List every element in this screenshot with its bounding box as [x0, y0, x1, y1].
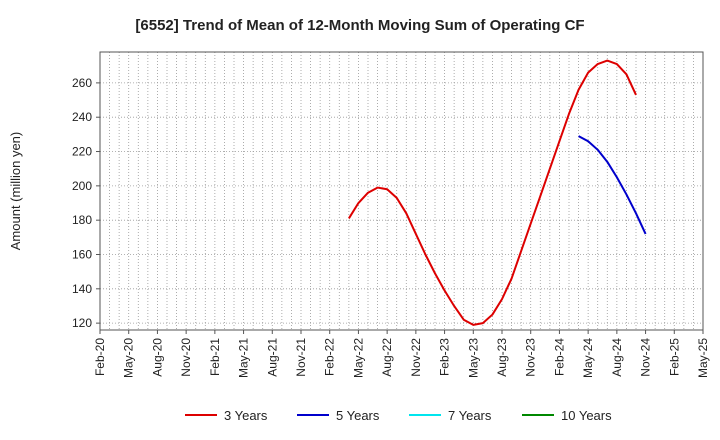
legend-label-3-years: 3 Years [224, 408, 268, 423]
chart-title: [6552] Trend of Mean of 12-Month Moving … [135, 17, 584, 34]
x-tick-label: Aug-24 [610, 338, 624, 377]
x-tick-label: Nov-21 [294, 338, 308, 377]
gridlines [100, 52, 703, 330]
y-axis-label: Amount (million yen) [8, 132, 23, 251]
legend: 3 Years 5 Years 7 Years 10 Years [185, 408, 612, 423]
x-tick-label: Feb-25 [667, 338, 681, 376]
x-tick-label: Aug-21 [265, 338, 279, 377]
y-tick-label: 200 [72, 179, 92, 193]
x-tick-label: Feb-23 [438, 338, 452, 376]
x-tick-label: Aug-20 [150, 338, 164, 377]
x-tick-label: May-23 [466, 338, 480, 378]
y-axis-ticks: 120 140 160 180 200 220 240 260 [72, 76, 100, 330]
y-tick-label: 240 [72, 110, 92, 124]
y-tick-label: 120 [72, 316, 92, 330]
x-tick-label: Feb-20 [93, 338, 107, 376]
x-tick-label: Feb-22 [323, 338, 337, 376]
x-axis-ticks: Feb-20 May-20 Aug-20 Nov-20 Feb-21 May-21 Aug-… [93, 330, 710, 378]
y-tick-label: 180 [72, 213, 92, 227]
y-tick-label: 260 [72, 76, 92, 90]
series-lines [348, 59, 647, 326]
y-tick-label: 220 [72, 145, 92, 159]
x-tick-label: May-22 [351, 338, 365, 378]
x-tick-label: Nov-22 [409, 338, 423, 377]
x-tick-label: Nov-23 [524, 338, 538, 377]
x-tick-label: May-25 [696, 338, 710, 378]
x-tick-label: Aug-23 [495, 338, 509, 377]
x-tick-label: Aug-22 [380, 338, 394, 377]
x-tick-label: May-21 [237, 338, 251, 378]
x-tick-label: Nov-24 [639, 338, 653, 377]
x-tick-label: May-24 [581, 338, 595, 378]
legend-label-10-years: 10 Years [561, 408, 612, 423]
x-tick-label: Feb-21 [208, 338, 222, 376]
y-tick-label: 140 [72, 282, 92, 296]
legend-label-5-years: 5 Years [336, 408, 380, 423]
y-tick-label: 160 [72, 247, 92, 261]
legend-label-7-years: 7 Years [448, 408, 492, 423]
plot-area-border [99, 51, 704, 331]
series-line-5-years [578, 135, 647, 235]
x-tick-label: Nov-20 [179, 338, 193, 377]
series-line-3-years [348, 59, 637, 326]
x-tick-label: Feb-24 [552, 338, 566, 376]
x-tick-label: May-20 [122, 338, 136, 378]
